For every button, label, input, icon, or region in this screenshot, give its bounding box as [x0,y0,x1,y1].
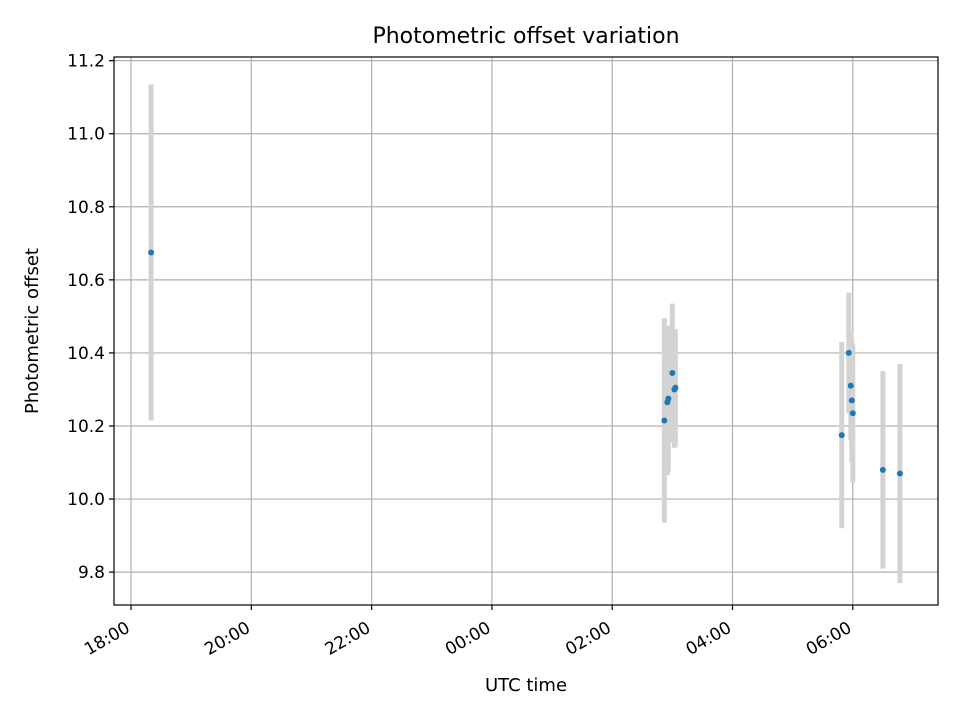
data-point [672,384,679,391]
y-axis-label: Photometric offset [22,248,43,414]
chart-title: Photometric offset variation [372,24,679,49]
data-point [896,470,903,477]
data-point [838,432,845,439]
data-point [845,349,852,356]
data-point [849,410,856,417]
y-tick-label: 10.6 [67,271,105,291]
y-tick-label: 11.2 [67,52,105,72]
data-point [665,395,672,402]
data-point [669,370,676,377]
y-tick-label: 10.0 [67,490,105,510]
x-axis-label: UTC time [485,675,567,696]
data-point [847,382,854,389]
y-tick-label: 11.0 [67,125,105,145]
data-point [148,249,155,256]
data-point [848,397,855,404]
y-tick-label: 10.8 [67,198,105,218]
y-tick-label: 10.2 [67,417,105,437]
data-point [661,417,668,424]
plot-area [114,57,938,605]
data-points [148,249,903,477]
plot-frame [113,56,939,606]
y-tick-label: 9.8 [78,563,105,583]
y-tick-label: 10.4 [67,344,105,364]
y-axis: 9.8 10.0 10.2 10.4 10.6 10.8 11.0 11.2 [67,52,114,583]
data-point [879,466,886,473]
grid [114,57,938,605]
